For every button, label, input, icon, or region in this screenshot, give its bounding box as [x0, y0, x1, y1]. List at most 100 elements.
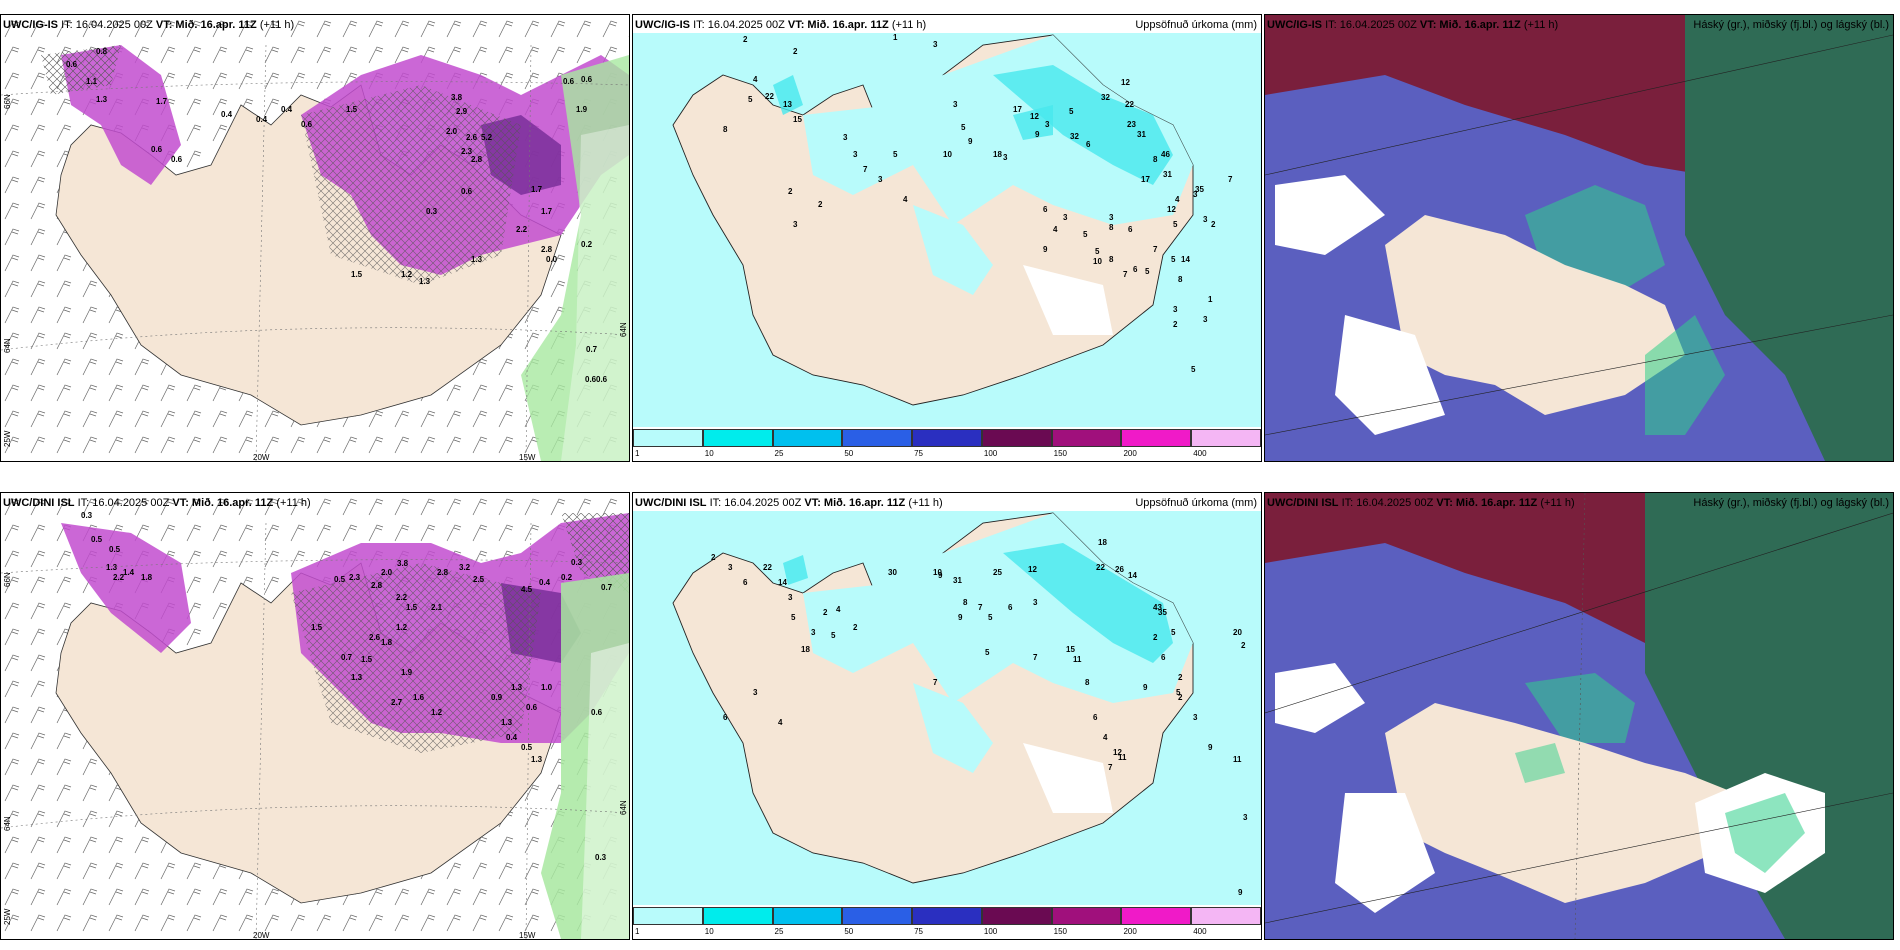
lon-label-25w: 25W	[3, 430, 12, 447]
colorbar-tick: 400	[1193, 449, 1207, 458]
panel-right-title: Háský (gr.), miðský (fj.bl.) og lágský (…	[1693, 497, 1889, 509]
value-label: 4	[778, 718, 783, 727]
colorbar-tick: 200	[1123, 927, 1137, 936]
value-label: 13	[783, 100, 792, 109]
value-label: 3.8	[451, 93, 463, 102]
value-label: 12	[1030, 112, 1039, 121]
value-label: 0.7	[601, 583, 613, 592]
value-label: 9	[968, 137, 973, 146]
value-label: 17	[1141, 175, 1150, 184]
value-label: 2.6	[369, 633, 381, 642]
value-label: 43	[1153, 603, 1162, 612]
value-label: 7	[1123, 270, 1128, 279]
value-label: 18	[1098, 538, 1107, 547]
value-label: 10	[933, 568, 942, 577]
value-label: 0.6	[66, 60, 78, 69]
lat-label-64n-right: 64N	[619, 800, 628, 815]
colorbar-tick: 150	[1053, 927, 1068, 936]
value-label: 3	[793, 220, 798, 229]
colorbar-segment	[1191, 907, 1261, 925]
panel-header: UWC/IG-IS IT: 16.04.2025 00Z VT: Mið. 16…	[3, 19, 295, 31]
value-label: 0.4	[256, 115, 268, 124]
value-label: 1.4	[123, 568, 135, 577]
value-label: 3	[728, 563, 733, 572]
value-label: 1.8	[141, 573, 153, 582]
colorbar-segment	[981, 907, 1052, 925]
value-label: 0.6	[596, 375, 608, 384]
map-canvas	[633, 511, 1261, 905]
value-label: 22	[763, 563, 772, 572]
colorbar-tick: 1	[635, 449, 640, 458]
colorbar-tick: 200	[1123, 449, 1137, 458]
value-label: 2.6	[466, 133, 478, 142]
value-label: 11	[1233, 755, 1242, 764]
map-canvas	[1265, 15, 1893, 461]
value-label: 2	[1178, 693, 1183, 702]
value-label: 25	[993, 568, 1002, 577]
colorbar-tick: 100	[983, 927, 998, 936]
value-label: 1.7	[156, 97, 168, 106]
map-panel-precip-rate-dini: UWC/DINI ISL IT: 16.04.2025 00Z VT: Mið.…	[0, 492, 630, 940]
value-label: 1.3	[531, 755, 543, 764]
value-label: 3	[1203, 315, 1208, 324]
value-label: 6	[723, 713, 728, 722]
value-label: 8	[723, 125, 728, 134]
value-label: 2	[711, 553, 716, 562]
colorbar: 1 10 25 50 75 100 150 200 400	[633, 427, 1261, 461]
value-label: 6	[1043, 205, 1048, 214]
value-label: 0.4	[221, 110, 233, 119]
value-label: 5	[1176, 688, 1181, 697]
value-label: 7	[1033, 653, 1038, 662]
green-precip-se	[521, 55, 629, 461]
value-label: 46	[1161, 150, 1170, 159]
value-label: 20	[1233, 628, 1242, 637]
map-panel-accum-precip-dini: UWC/DINI ISL IT: 16.04.2025 00Z VT: Mið.…	[632, 492, 1262, 940]
colorbar-segment	[633, 429, 703, 447]
value-label: 0.4	[281, 105, 293, 114]
lon-label-15w: 15W	[519, 931, 536, 940]
value-label: 2	[853, 623, 858, 632]
value-label: 12	[1028, 565, 1037, 574]
value-label: 8	[1109, 255, 1114, 264]
value-label: 0.9	[491, 693, 503, 702]
value-label: 5	[893, 150, 898, 159]
value-label: 7	[1153, 245, 1158, 254]
value-label: 7	[863, 165, 868, 174]
colorbar-segment	[1121, 907, 1192, 925]
value-label: 3	[953, 100, 958, 109]
value-label: 8	[1153, 155, 1158, 164]
value-label: 3	[878, 175, 883, 184]
value-label: 1.2	[401, 270, 413, 279]
value-label: 4.5	[521, 585, 533, 594]
colorbar-tick: 100	[983, 449, 998, 458]
value-label: 1.3	[351, 673, 363, 682]
value-label: 15	[793, 115, 802, 124]
colorbar-tick: 10	[704, 927, 714, 936]
value-label: 4	[1053, 225, 1058, 234]
value-label: 2.2	[516, 225, 528, 234]
colorbar-segment	[912, 907, 982, 925]
value-label: 14	[1181, 255, 1190, 264]
value-label: 0.2	[581, 240, 593, 249]
map-panel-accum-precip-igis: UWC/IG-IS IT: 16.04.2025 00Z VT: Mið. 16…	[632, 14, 1262, 462]
value-label: 5	[1191, 365, 1196, 374]
value-label: 5	[791, 613, 796, 622]
value-label: 0.7	[341, 653, 353, 662]
value-label: 2.8	[541, 245, 553, 254]
value-label: 2.3	[349, 573, 361, 582]
value-label: 6	[1008, 603, 1013, 612]
panel-right-title: Uppsöfnuð úrkoma (mm)	[1135, 19, 1257, 31]
value-label: 4	[903, 195, 908, 204]
value-label: 2.5	[473, 575, 485, 584]
value-label: 0.5	[91, 535, 103, 544]
value-label: 0.3	[571, 558, 583, 567]
value-label: 1.3	[419, 277, 431, 286]
value-label: 3	[1193, 190, 1198, 199]
value-label: 0.6	[301, 120, 313, 129]
value-label: 0.4	[539, 578, 551, 587]
value-label: 9	[958, 613, 963, 622]
map-canvas	[1, 15, 629, 461]
value-label: 1.5	[346, 105, 358, 114]
value-label: 6	[1128, 225, 1133, 234]
value-label: 5	[1083, 230, 1088, 239]
